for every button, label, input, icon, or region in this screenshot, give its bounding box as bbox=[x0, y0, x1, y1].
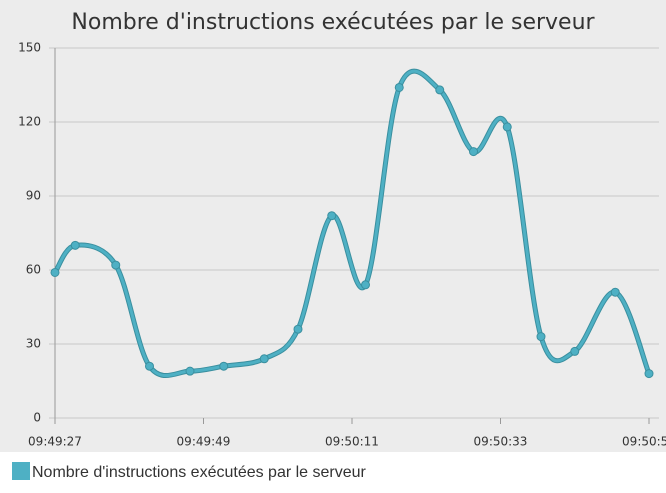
x-tick-label: 09:50:55 bbox=[622, 435, 666, 449]
point bbox=[185, 366, 195, 376]
point bbox=[70, 240, 80, 250]
x-tick-label: 09:49:49 bbox=[177, 435, 231, 449]
y-tick-label: 30 bbox=[26, 337, 41, 351]
y-tick-label: 150 bbox=[18, 41, 41, 55]
chart-background bbox=[0, 0, 666, 452]
legend-label: Nombre d'instructions exécutées par le s… bbox=[32, 464, 367, 481]
point bbox=[111, 260, 121, 270]
point bbox=[469, 147, 478, 157]
y-tick-label: 90 bbox=[26, 189, 41, 203]
point bbox=[610, 287, 620, 297]
x-tick-label: 09:49:27 bbox=[28, 435, 82, 449]
legend-swatch bbox=[12, 462, 30, 480]
point bbox=[361, 280, 370, 290]
point bbox=[327, 211, 337, 221]
point bbox=[145, 361, 154, 371]
x-tick-label: 09:50:33 bbox=[474, 435, 528, 449]
point bbox=[570, 346, 580, 356]
point bbox=[502, 122, 512, 132]
point bbox=[219, 361, 229, 371]
y-tick-label: 120 bbox=[18, 115, 41, 129]
x-tick-label: 09:50:11 bbox=[325, 435, 379, 449]
y-tick-label: 0 bbox=[33, 411, 41, 425]
point bbox=[536, 332, 546, 342]
point bbox=[50, 267, 60, 277]
point bbox=[435, 85, 445, 95]
y-tick-label: 60 bbox=[26, 263, 41, 277]
point bbox=[293, 324, 303, 334]
point bbox=[394, 82, 404, 92]
chart-title: Nombre d'instructions exécutées par le s… bbox=[71, 10, 595, 35]
point bbox=[259, 354, 269, 364]
point bbox=[644, 369, 654, 379]
